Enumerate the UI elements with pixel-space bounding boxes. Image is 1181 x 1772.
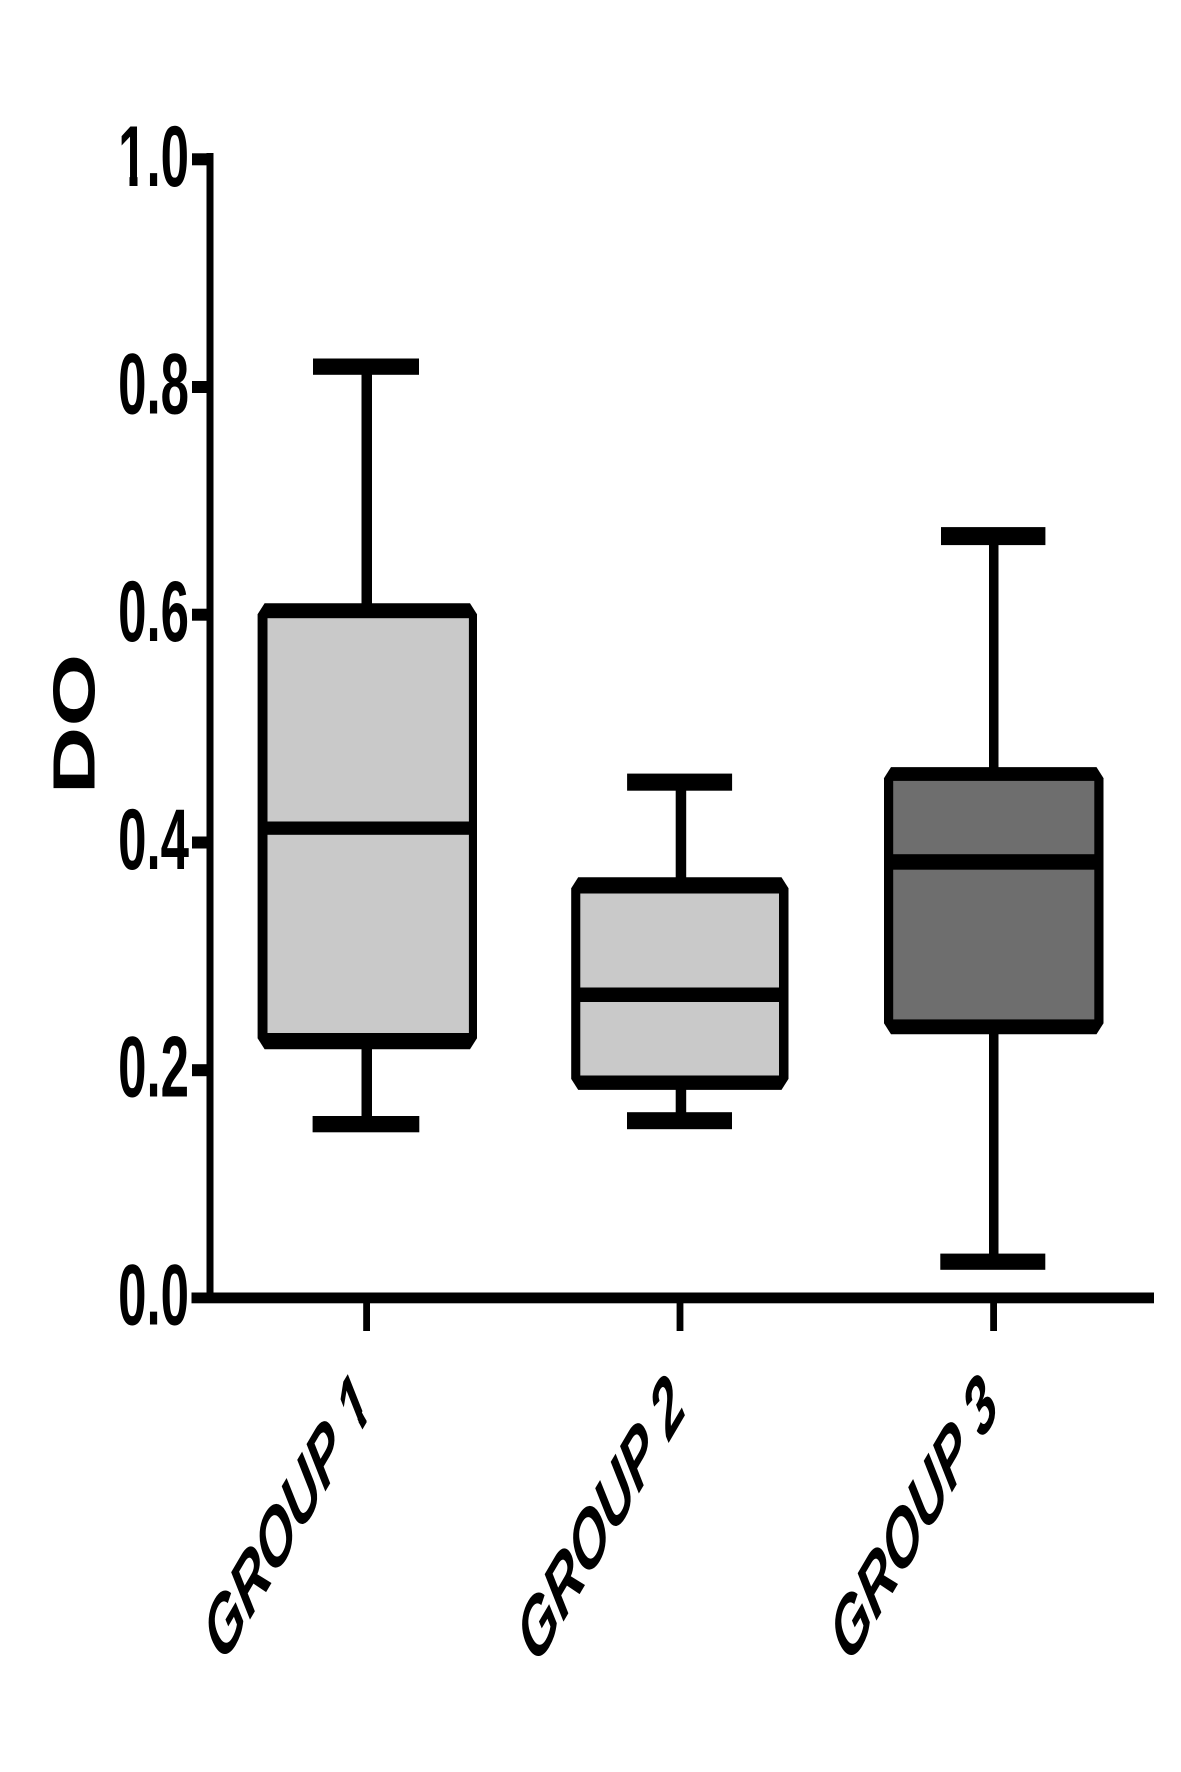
svg-text:1.0: 1.0 bbox=[118, 109, 189, 205]
svg-text:0.2: 0.2 bbox=[118, 1020, 189, 1116]
svg-text:0.4: 0.4 bbox=[118, 792, 189, 888]
svg-text:0.8: 0.8 bbox=[118, 337, 189, 433]
svg-text:0.0: 0.0 bbox=[118, 1248, 189, 1344]
svg-text:0.6: 0.6 bbox=[118, 564, 189, 660]
svg-text:DO: DO bbox=[41, 654, 107, 795]
